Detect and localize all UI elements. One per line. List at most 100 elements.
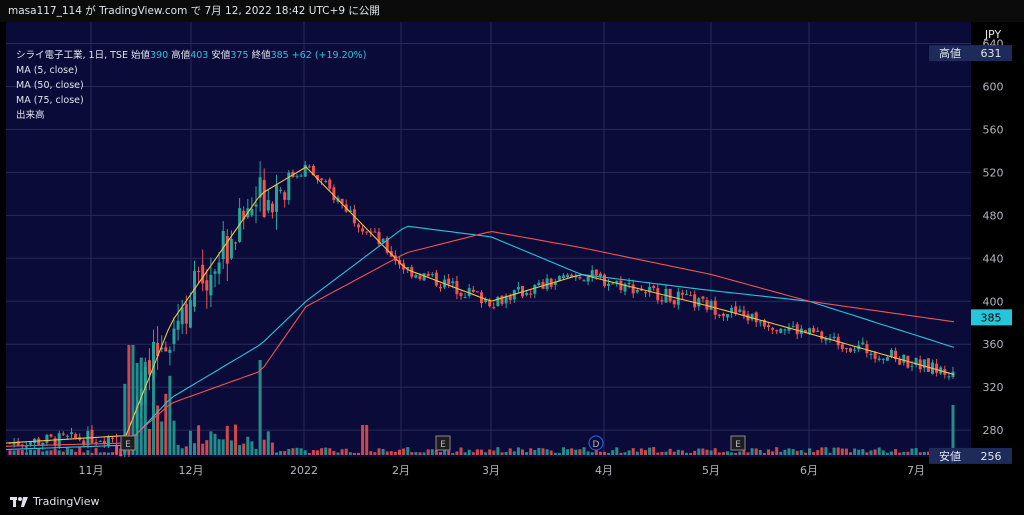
indicator-ma75[interactable]: MA (75, close): [16, 95, 84, 106]
candle-body: [221, 231, 225, 260]
volume-bar: [488, 449, 492, 455]
volume-bar: [598, 451, 602, 455]
volume-bar: [787, 448, 791, 455]
candle-body: [82, 440, 86, 446]
volume-bar: [369, 451, 373, 455]
volume-bar: [623, 452, 627, 455]
volume-bar: [389, 451, 393, 455]
volume-bar: [545, 449, 549, 455]
volume-bar: [557, 452, 561, 455]
volume-bar: [918, 452, 922, 455]
volume-bar: [447, 450, 451, 455]
candle-body: [648, 286, 652, 293]
volume-bar: [254, 448, 258, 455]
candle-body: [164, 347, 168, 352]
volume-bar: [717, 452, 721, 455]
volume-bar: [451, 452, 455, 455]
volume-bar: [242, 443, 246, 455]
indicator-ma5[interactable]: MA (5, close): [16, 65, 78, 76]
volume-bar: [279, 451, 283, 455]
volume-bar: [262, 439, 266, 455]
candle-body: [41, 442, 45, 446]
volume-bar: [127, 345, 131, 455]
volume-bar: [742, 449, 746, 455]
volume-bar: [885, 452, 889, 455]
ma-line-75: [5, 231, 955, 447]
candle-body: [935, 363, 939, 373]
candle-body: [434, 272, 438, 286]
candle-body: [898, 359, 902, 365]
candle-body: [701, 296, 705, 299]
volume-bar: [270, 442, 274, 455]
candle-body: [598, 273, 602, 277]
volume-bar: [644, 450, 647, 455]
candle-body: [229, 238, 233, 259]
currency-label: JPY: [984, 28, 1002, 41]
candle-body: [16, 441, 20, 446]
candle-body: [652, 285, 656, 289]
candle-body: [779, 328, 783, 333]
time-tick-label: 4月: [595, 464, 613, 477]
candle-body: [410, 267, 414, 277]
volume-bar: [685, 452, 688, 455]
candle-body: [201, 264, 205, 284]
footer: TradingView: [0, 487, 1024, 515]
volume-bar: [467, 449, 471, 455]
volume-bar: [303, 450, 307, 455]
volume-bar: [791, 449, 795, 455]
candle-body: [61, 433, 65, 435]
volume-bar: [340, 449, 344, 455]
volume-bar: [381, 448, 385, 455]
candle-body: [574, 276, 578, 278]
volume-bar: [803, 452, 807, 455]
volume-bar: [762, 452, 766, 455]
event-marker-label: D: [593, 440, 600, 450]
volume-bar: [516, 447, 520, 455]
volume-bar: [816, 450, 820, 455]
volume-bar: [525, 452, 529, 455]
candle-body: [213, 271, 217, 274]
volume-bar: [607, 452, 611, 455]
volume-bar: [443, 449, 447, 455]
candle-body: [529, 293, 533, 295]
candle-body: [160, 347, 164, 350]
candle-body: [295, 175, 299, 177]
volume-bar: [430, 449, 434, 455]
volume-bar: [70, 449, 73, 455]
volume-bar: [541, 448, 545, 455]
volume-bar: [111, 452, 114, 455]
candle-body: [147, 360, 151, 375]
volume-bar: [426, 449, 430, 455]
volume-bar: [398, 449, 401, 455]
volume-bar: [246, 436, 250, 455]
volume-bar: [549, 450, 553, 455]
tradingview-brand[interactable]: TradingView: [10, 495, 99, 508]
candle-body: [685, 294, 688, 296]
candle-body: [262, 180, 266, 217]
volume-bar: [914, 448, 918, 455]
volume-bar: [533, 449, 537, 455]
candle-body: [631, 284, 635, 294]
volume-bar: [131, 345, 135, 455]
volume-bar: [808, 448, 811, 455]
indicator-volume[interactable]: 出来高: [16, 110, 45, 121]
volume-bar: [20, 450, 24, 455]
volume-bar: [512, 451, 516, 455]
indicator-ma50[interactable]: MA (50, close): [16, 80, 84, 91]
candle-body: [611, 283, 615, 285]
volume-bar: [721, 452, 725, 455]
grid: [6, 22, 971, 457]
volume-bar: [603, 451, 606, 455]
volume-bar: [61, 451, 65, 455]
candle-body: [303, 164, 307, 177]
volume-bar: [746, 452, 750, 455]
volume-bar: [631, 448, 635, 455]
plot-background: [6, 22, 971, 457]
chart-area[interactable]: JPY 280 320 360 400 440 480 520 560 600 640 11月 12月…: [5, 22, 1016, 487]
candle-body: [287, 172, 291, 200]
candle-body: [65, 435, 69, 437]
volume-bar: [734, 452, 738, 455]
candle-body: [709, 301, 713, 310]
